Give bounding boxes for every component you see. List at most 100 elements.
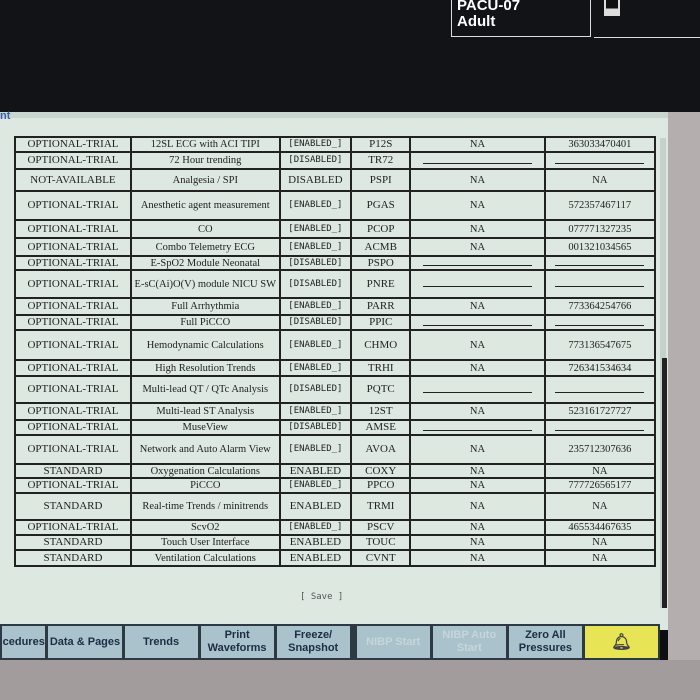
option-key[interactable] — [543, 269, 657, 299]
blank-field[interactable] — [422, 422, 533, 431]
table-row[interactable]: OPTIONAL-TRIAL CO [ENABLED_] PCOP NA 07777132… — [14, 219, 657, 239]
button-trends[interactable]: Trends — [124, 626, 198, 658]
option-key[interactable] — [543, 314, 657, 331]
option-na[interactable]: NA — [409, 329, 546, 361]
option-na[interactable] — [409, 419, 546, 436]
option-key[interactable]: NA — [543, 492, 657, 521]
option-na[interactable] — [409, 314, 546, 331]
option-na[interactable]: NA — [409, 402, 546, 421]
blank-field[interactable] — [555, 422, 645, 431]
blank-field[interactable] — [422, 317, 533, 326]
option-na[interactable]: NA — [409, 297, 546, 316]
table-row[interactable]: OPTIONAL-TRIAL PiCCO [ENABLED_] PPCO NA 77772… — [14, 477, 657, 494]
option-key[interactable] — [543, 255, 657, 271]
option-status: ENABLED — [278, 492, 353, 521]
table-row[interactable]: OPTIONAL-TRIAL 12SL ECG with ACI TIPI [ENA… — [14, 136, 657, 153]
option-na[interactable]: NA — [409, 492, 546, 521]
option-na[interactable]: NA — [409, 549, 546, 567]
table-row[interactable]: OPTIONAL-TRIAL ScvO2 [ENABLED_] PSCV NA 46553… — [14, 519, 657, 536]
blank-field[interactable] — [555, 384, 645, 393]
button-nibp-start[interactable]: NIBP Start — [356, 626, 430, 658]
table-row[interactable]: OPTIONAL-TRIAL Combo Telemetry ECG [ENABLE… — [14, 237, 657, 257]
option-code: TR72 — [350, 151, 412, 170]
option-key[interactable]: NA — [543, 463, 657, 479]
table-row[interactable]: OPTIONAL-TRIAL Anesthetic agent measureme… — [14, 190, 657, 221]
table-row[interactable]: OPTIONAL-TRIAL MuseView [DISABLED] AMSE — [14, 419, 657, 436]
option-key[interactable]: NA — [543, 549, 657, 567]
blank-field[interactable] — [555, 278, 645, 287]
option-na[interactable]: NA — [409, 168, 546, 192]
table-row[interactable]: STANDARD Real-time Trends / minitrends ENA… — [14, 492, 657, 521]
option-key[interactable]: 077771327235 — [543, 219, 657, 239]
table-row[interactable]: OPTIONAL-TRIAL 72 Hour trending [DISABLED]… — [14, 151, 657, 170]
option-na[interactable] — [409, 255, 546, 271]
table-row[interactable]: OPTIONAL-TRIAL Network and Auto Alarm Vie… — [14, 434, 657, 465]
option-key[interactable]: 465534467635 — [543, 519, 657, 536]
option-key[interactable]: 773364254766 — [543, 297, 657, 316]
blank-field[interactable] — [422, 278, 533, 287]
option-key[interactable]: 001321034565 — [543, 237, 657, 257]
option-key[interactable] — [543, 151, 657, 170]
option-code: COXY — [350, 463, 412, 479]
option-key[interactable]: NA — [543, 168, 657, 192]
table-row[interactable]: OPTIONAL-TRIAL E-SpO2 Module Neonatal [DIS… — [14, 255, 657, 271]
option-na[interactable]: NA — [409, 434, 546, 465]
option-status: DISABLED — [278, 168, 353, 192]
option-key[interactable]: NA — [543, 534, 657, 551]
blank-field[interactable] — [422, 155, 533, 164]
table-row[interactable]: NOT-AVAILABLE Analgesia / SPI DISABLED PSPI… — [14, 168, 657, 192]
table-row[interactable]: OPTIONAL-TRIAL Full PiCCO [DISABLED] PPIC — [14, 314, 657, 331]
table-row[interactable]: OPTIONAL-TRIAL Multi-lead QT / QTc Analys… — [14, 375, 657, 404]
button-cedures[interactable]: cedures — [2, 626, 46, 658]
alarm-silence-button[interactable]: 🔔︎ — [584, 626, 658, 658]
button-freeze-snapshot[interactable]: Freeze/ Snapshot — [276, 626, 350, 658]
table-row[interactable]: OPTIONAL-TRIAL Multi-lead ST Analysis [ENA… — [14, 402, 657, 421]
table-row[interactable]: STANDARD Ventilation Calculations ENABLED C… — [14, 549, 657, 567]
option-key[interactable]: 773136547675 — [543, 329, 657, 361]
blank-field[interactable] — [422, 257, 533, 266]
option-na[interactable]: NA — [409, 463, 546, 479]
bed-label: PACU-07 — [457, 0, 521, 14]
table-row[interactable]: STANDARD Oxygenation Calculations ENABLED C… — [14, 463, 657, 479]
option-na[interactable]: NA — [409, 237, 546, 257]
option-key[interactable] — [543, 375, 657, 404]
option-na[interactable]: NA — [409, 136, 546, 153]
table-row[interactable]: OPTIONAL-TRIAL Full Arrhythmia [ENABLED_] P… — [14, 297, 657, 316]
monitor-bezel — [0, 660, 700, 700]
option-na[interactable]: NA — [409, 359, 546, 377]
option-na[interactable]: NA — [409, 477, 546, 494]
table-row[interactable]: OPTIONAL-TRIAL High Resolution Trends [ENA… — [14, 359, 657, 377]
button-print-waveforms[interactable]: Print Waveforms — [200, 626, 274, 658]
button-data-pages[interactable]: Data & Pages — [48, 626, 122, 658]
option-na[interactable] — [409, 375, 546, 404]
blank-field[interactable] — [422, 384, 533, 393]
blank-field[interactable] — [555, 257, 645, 266]
option-na[interactable] — [409, 151, 546, 170]
option-status: [ENABLED_] — [278, 434, 353, 465]
option-key[interactable]: 572357467117 — [543, 190, 657, 221]
patient-info[interactable]: PACU-07 Adult — [451, 0, 591, 37]
license-type: OPTIONAL-TRIAL — [14, 519, 132, 536]
table-row[interactable]: OPTIONAL-TRIAL E-sC(Ai)O(V) module NICU S… — [14, 269, 657, 299]
option-key[interactable]: 363033470401 — [543, 136, 657, 153]
option-key[interactable]: 523161727727 — [543, 402, 657, 421]
option-code: TOUC — [350, 534, 412, 551]
button-nibp-auto-start[interactable]: NIBP Auto Start — [432, 626, 506, 658]
option-key[interactable]: 726341534634 — [543, 359, 657, 377]
option-na[interactable]: NA — [409, 534, 546, 551]
option-key[interactable]: 235712307636 — [543, 434, 657, 465]
option-key[interactable]: 777726565177 — [543, 477, 657, 494]
option-na[interactable]: NA — [409, 519, 546, 536]
button-zero-all-pressures[interactable]: Zero All Pressures — [508, 626, 582, 658]
option-na[interactable] — [409, 269, 546, 299]
blank-field[interactable] — [555, 155, 645, 164]
option-na[interactable]: NA — [409, 190, 546, 221]
table-row[interactable]: STANDARD Touch User Interface ENABLED TOUC N… — [14, 534, 657, 551]
option-na[interactable]: NA — [409, 219, 546, 239]
blank-field[interactable] — [555, 317, 645, 326]
option-status: [DISABLED] — [278, 151, 353, 170]
table-row[interactable]: OPTIONAL-TRIAL Hemodynamic Calculations [E… — [14, 329, 657, 361]
option-key[interactable] — [543, 419, 657, 436]
save-button[interactable]: [ Save ] — [300, 592, 344, 602]
scrollbar-thumb[interactable] — [662, 358, 667, 608]
